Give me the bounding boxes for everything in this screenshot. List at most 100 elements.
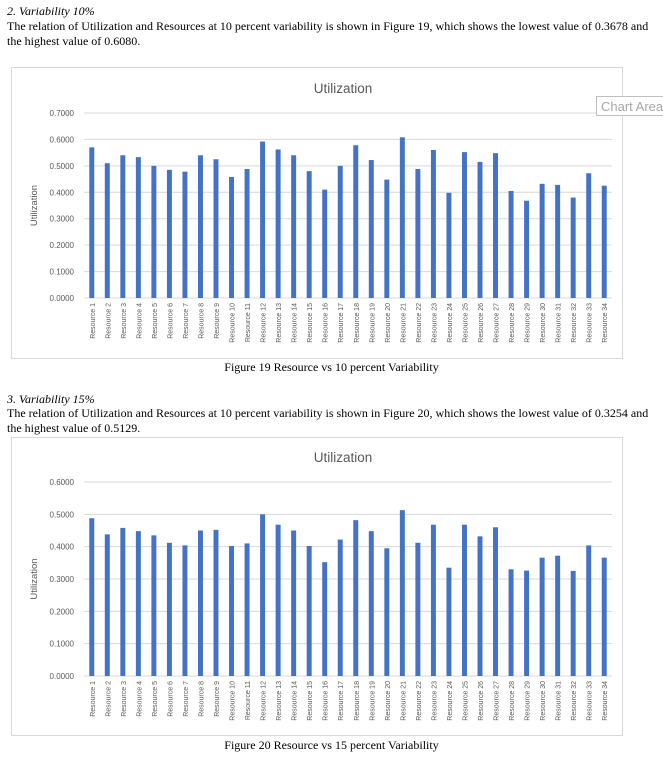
- bar: [260, 514, 266, 676]
- bar: [135, 157, 141, 298]
- x-tick-label: Resource 5: [152, 303, 159, 339]
- x-tick-label: Resource 28: [509, 303, 516, 343]
- x-tick-label: Resource 7: [183, 681, 190, 717]
- bar: [182, 171, 188, 298]
- chart-area-tooltip: Chart Area: [596, 96, 663, 116]
- x-tick-label: Resource 4: [136, 303, 143, 339]
- x-tick-label: Resource 9: [214, 681, 221, 717]
- bar: [555, 555, 561, 676]
- bar: [275, 149, 281, 298]
- bar: [539, 183, 545, 298]
- x-tick-label: Resource 15: [307, 681, 314, 721]
- bar: [446, 192, 452, 298]
- x-tick-label: Resource 31: [556, 303, 563, 343]
- x-tick-label: Resource 13: [276, 681, 283, 721]
- bar: [260, 141, 266, 298]
- bar: [446, 567, 452, 676]
- y-tick-label: 0.6000: [50, 478, 75, 487]
- bar: [306, 546, 312, 676]
- x-tick-label: Resource 2: [105, 303, 112, 339]
- y-tick-label: 0.1000: [50, 640, 75, 649]
- bar: [244, 543, 250, 676]
- bar: [555, 184, 561, 298]
- x-tick-label: Resource 4: [136, 681, 143, 717]
- x-tick-label: Resource 32: [571, 681, 578, 721]
- bar: [306, 171, 312, 298]
- x-tick-label: Resource 5: [152, 681, 159, 717]
- bar: [291, 155, 297, 298]
- chart-title: Utilization: [314, 450, 373, 465]
- x-tick-label: Resource 3: [121, 681, 128, 717]
- bar: [89, 518, 95, 676]
- bar: [508, 569, 514, 676]
- section-paragraph-variability-10: The relation of Utilization and Resource…: [7, 19, 649, 48]
- bar: [399, 510, 405, 676]
- bar: [539, 557, 545, 676]
- bar: [291, 530, 297, 676]
- y-tick-label: 0.4000: [50, 543, 75, 552]
- y-axis-title: Utilization: [29, 185, 40, 226]
- bar: [166, 542, 172, 676]
- bar: [368, 531, 374, 676]
- x-tick-label: Resource 25: [462, 303, 469, 343]
- x-tick-label: Resource 25: [462, 681, 469, 721]
- bar: [415, 169, 421, 298]
- bar: [399, 137, 405, 298]
- bar: [368, 160, 374, 298]
- bar: [415, 542, 421, 676]
- y-tick-label: 0.6000: [50, 135, 75, 144]
- x-tick-label: Resource 9: [214, 303, 221, 339]
- x-tick-label: Resource 12: [261, 681, 268, 721]
- bar: [120, 155, 126, 298]
- bar: [229, 176, 235, 298]
- x-tick-label: Resource 18: [354, 681, 361, 721]
- bar: [477, 536, 483, 676]
- x-tick-label: Resource 8: [198, 681, 205, 717]
- bar: [322, 562, 328, 676]
- y-tick-label: 0.3000: [50, 215, 75, 224]
- bar: [89, 147, 95, 298]
- chart-title: Utilization: [314, 81, 373, 96]
- bar: [182, 545, 188, 676]
- bar: [104, 163, 110, 298]
- x-tick-label: Resource 27: [494, 681, 501, 721]
- x-tick-label: Resource 17: [338, 681, 345, 721]
- y-tick-label: 0.7000: [50, 109, 75, 118]
- y-tick-label: 0.5000: [50, 162, 75, 171]
- x-tick-label: Resource 27: [494, 303, 501, 343]
- x-tick-label: Resource 34: [602, 681, 609, 721]
- bar: [213, 529, 219, 676]
- chart-figure-19: Utilization 0.0000 0.1000 0.2000 0.3000 0.400…: [29, 81, 612, 343]
- x-tick-label: Resource 24: [447, 681, 454, 721]
- x-tick-label: Resource 21: [400, 681, 407, 721]
- x-tick-label: Resource 1: [90, 681, 97, 717]
- bar: [430, 524, 436, 676]
- bar: [461, 152, 467, 298]
- x-tick-label: Resource 30: [540, 681, 547, 721]
- x-tick-label: Resource 12: [261, 303, 268, 343]
- x-tick-label: Resource 11: [245, 303, 252, 342]
- y-tick-label: 0.2000: [50, 607, 75, 616]
- x-tick-label: Resource 6: [167, 681, 174, 717]
- chart-figure-20: Utilization 0.0000 0.1000 0.2000 0.3000 0.400…: [29, 450, 612, 721]
- x-tick-label: Resource 6: [167, 303, 174, 339]
- bar: [135, 531, 141, 676]
- x-tick-label: Resource 29: [525, 303, 532, 343]
- x-tick-label: Resource 17: [338, 303, 345, 343]
- x-tick-label: Resource 10: [230, 681, 237, 721]
- bar: [353, 145, 359, 298]
- bar: [570, 197, 576, 298]
- chart-frame-figure-19[interactable]: Utilization 0.0000 0.1000 0.2000 0.3000 0.400…: [11, 67, 623, 359]
- x-tick-label: Resource 2: [105, 681, 112, 717]
- x-tick-label: Resource 18: [354, 303, 361, 343]
- chart-frame-figure-20[interactable]: Utilization 0.0000 0.1000 0.2000 0.3000 0.400…: [11, 437, 623, 736]
- x-tick-label: Resource 24: [447, 303, 454, 343]
- x-tick-label: Resource 23: [431, 681, 438, 721]
- bar: [586, 173, 592, 298]
- x-tick-label: Resource 14: [292, 681, 299, 721]
- y-tick-label: 0.3000: [50, 575, 75, 584]
- x-tick-label: Resource 10: [230, 303, 237, 343]
- bar: [120, 527, 126, 676]
- x-tick-label: Resource 22: [416, 681, 423, 721]
- y-tick-label: 0.5000: [50, 510, 75, 519]
